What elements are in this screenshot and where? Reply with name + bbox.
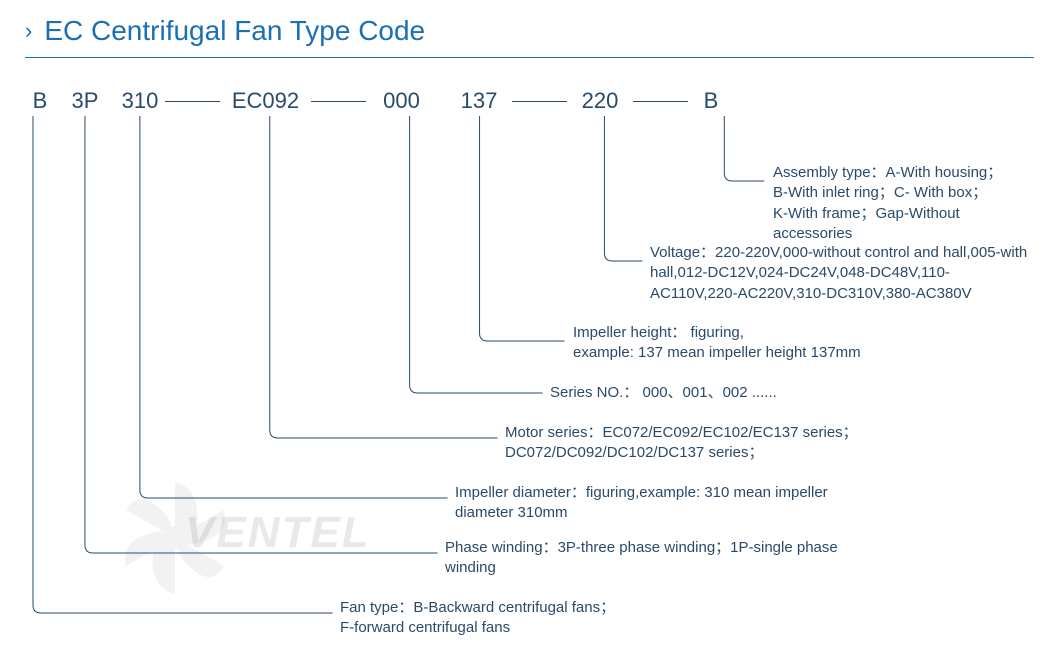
code-seg-motor-series: EC092: [228, 88, 303, 114]
chevron-icon: ›: [25, 18, 32, 44]
desc-motor-series: Motor series：EC072/EC092/EC102/EC137 ser…: [505, 423, 858, 464]
code-dash: [512, 101, 567, 102]
code-dash: [165, 101, 220, 102]
code-dash: [633, 101, 688, 102]
title-underline: [25, 57, 1034, 58]
code-seg-impeller-height: 137: [454, 88, 504, 114]
type-code-diagram: VENTEL B 3P 310 EC092 000 137 220 B: [25, 88, 1034, 648]
desc-voltage: Voltage：220-220V,000-without control and…: [650, 243, 1034, 304]
code-seg-fan-type: B: [25, 88, 55, 114]
header: › EC Centrifugal Fan Type Code: [25, 15, 1034, 47]
code-seg-assembly: B: [696, 88, 726, 114]
desc-impeller-diameter: Impeller diameter：figuring,example: 310 …: [455, 483, 855, 524]
desc-series-no: Series NO.： 000、001、002 ......: [550, 383, 777, 403]
code-seg-impeller-diameter: 310: [115, 88, 165, 114]
watermark-fan-icon: [105, 468, 245, 613]
code-seg-phase: 3P: [65, 88, 105, 114]
code-seg-series-no: 000: [374, 88, 429, 114]
desc-impeller-height: Impeller height： figuring, example: 137 …: [573, 323, 861, 364]
desc-phase-winding: Phase winding：3P-three phase winding；1P-…: [445, 538, 845, 579]
code-seg-voltage: 220: [575, 88, 625, 114]
page-title: EC Centrifugal Fan Type Code: [44, 15, 425, 47]
desc-fan-type: Fan type：B-Backward centrifugal fans； F-…: [340, 598, 615, 639]
desc-assembly: Assembly type：A-With housing； B-With inl…: [773, 163, 1033, 244]
type-code-row: B 3P 310 EC092 000 137 220 B: [25, 88, 726, 114]
watermark-text: VENTEL: [185, 508, 371, 558]
code-dash: [311, 101, 366, 102]
